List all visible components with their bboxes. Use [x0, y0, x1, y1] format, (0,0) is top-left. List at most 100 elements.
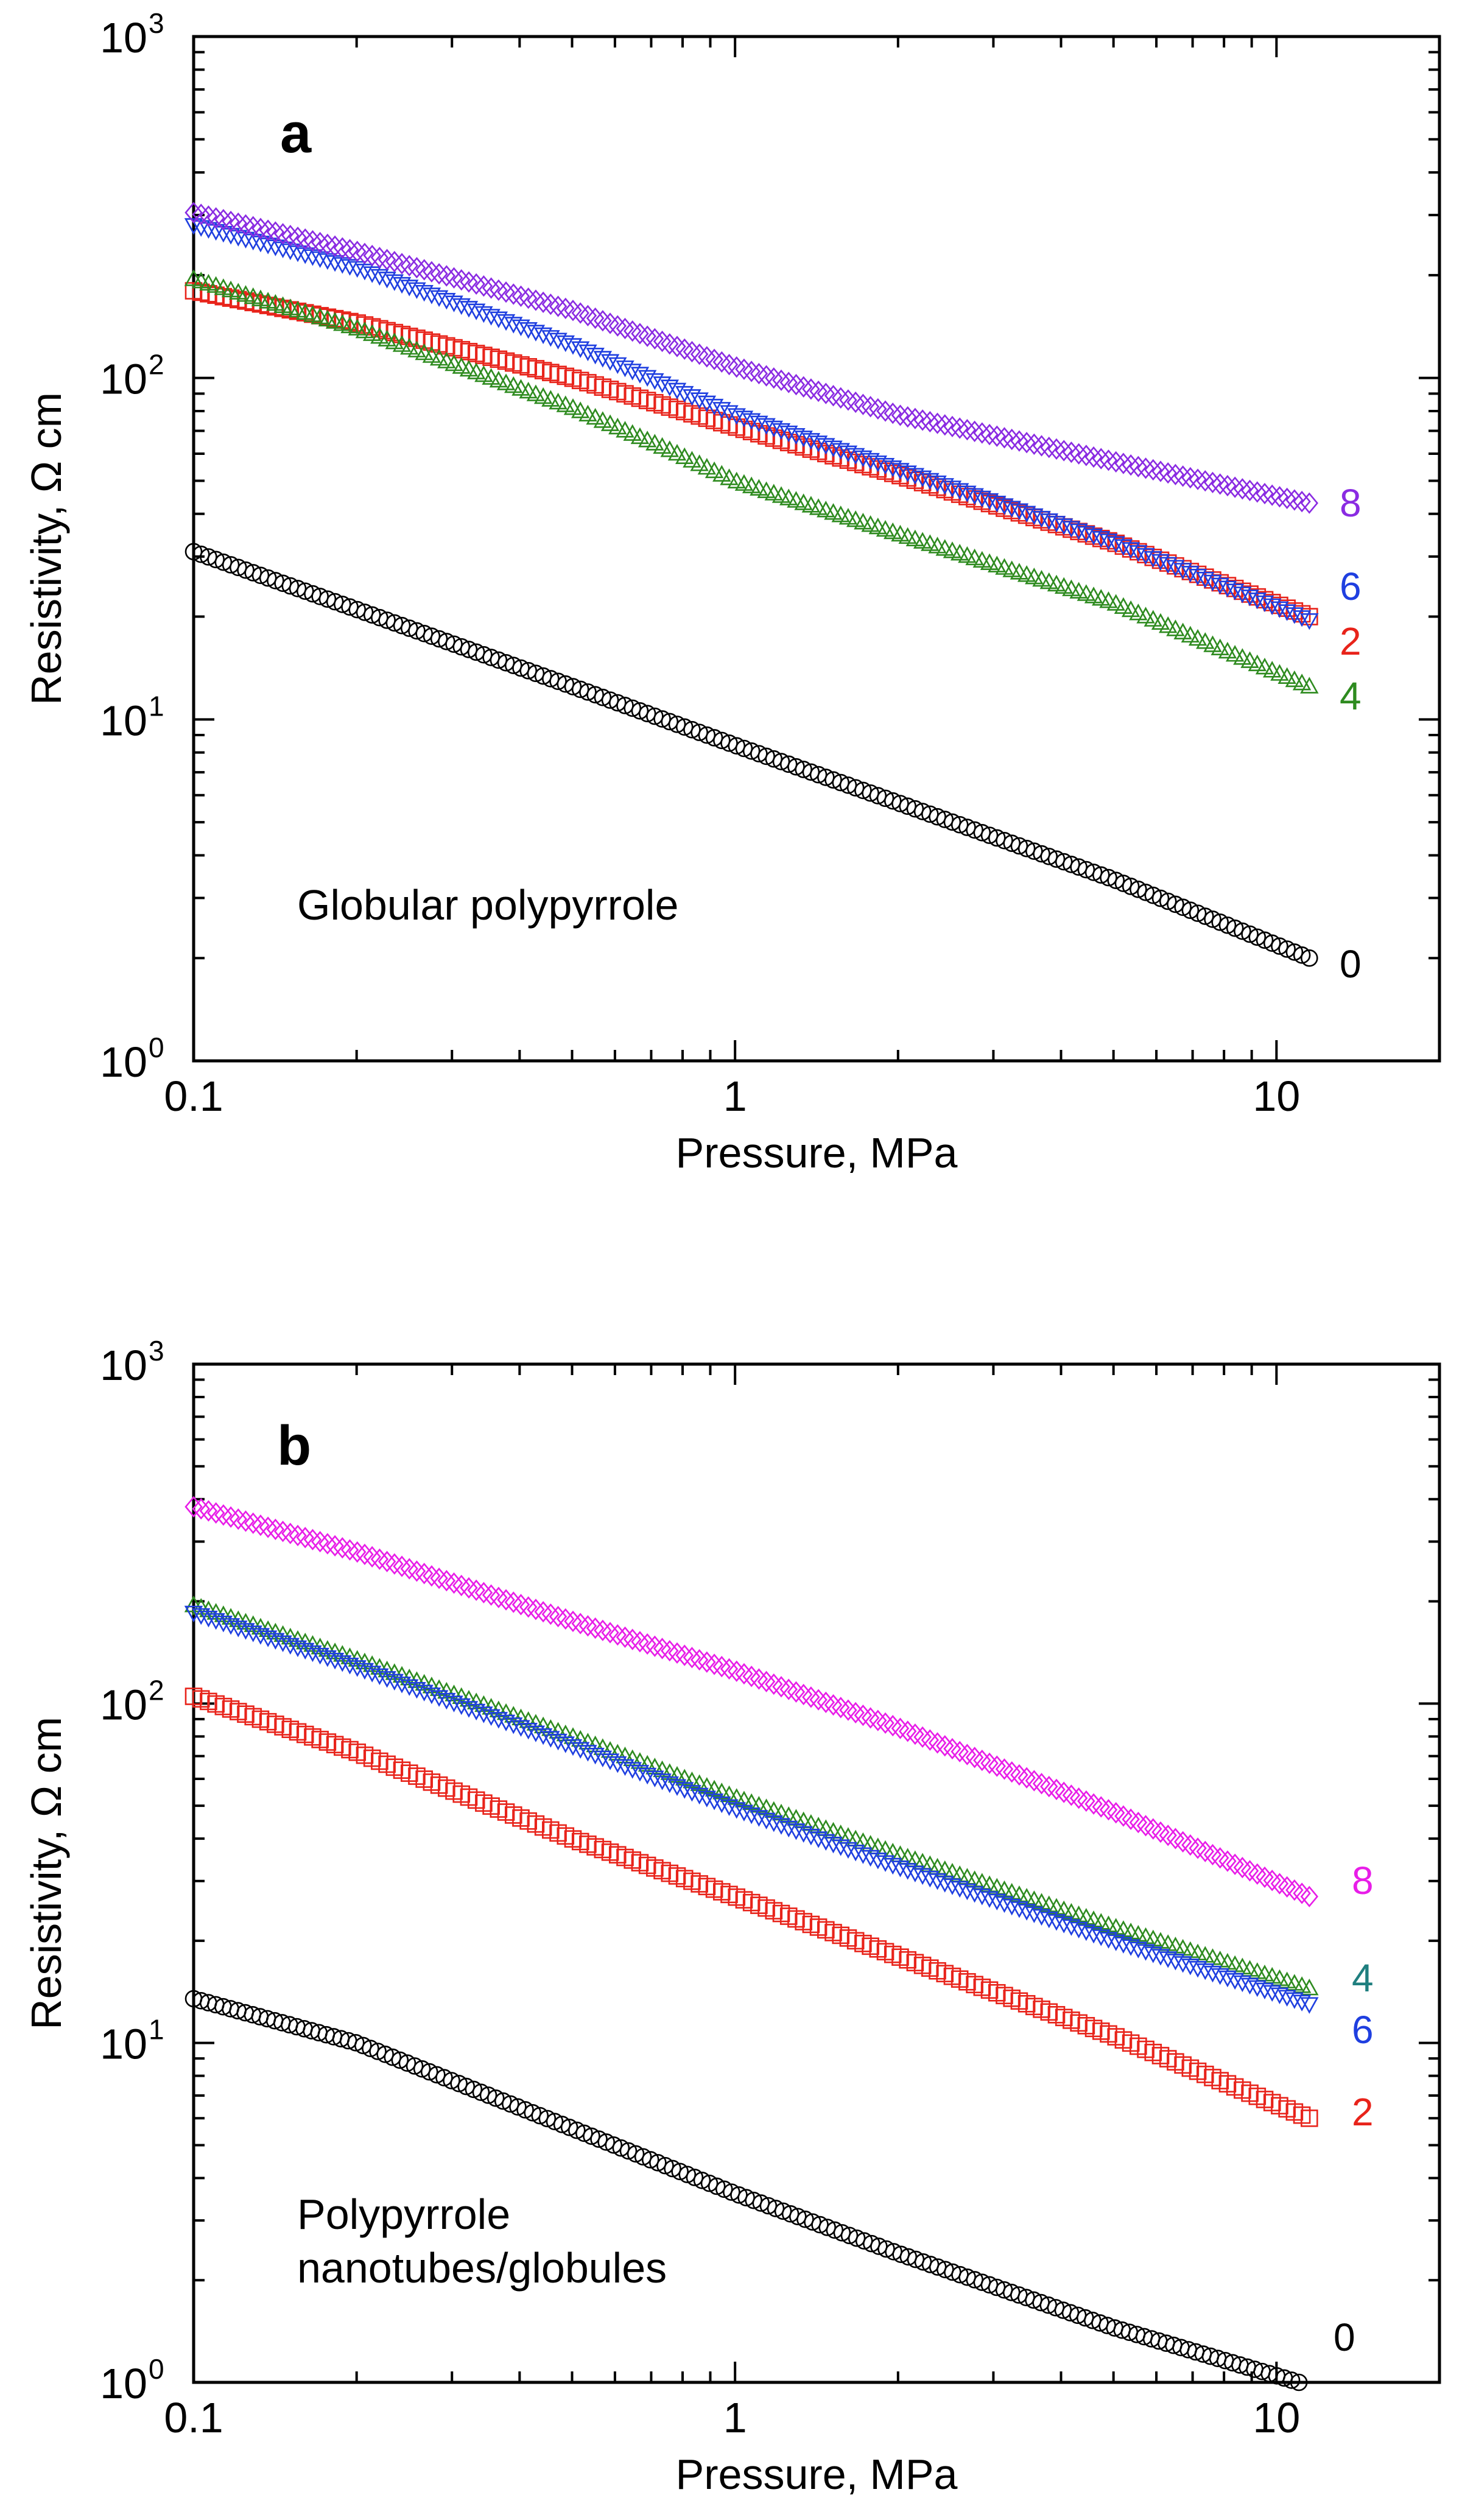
- data-point: [723, 2183, 740, 2201]
- data-point: [720, 1658, 739, 1680]
- data-point: [1240, 1860, 1259, 1882]
- data-point: [1069, 523, 1088, 540]
- data-point: [697, 457, 717, 475]
- data-point: [631, 1631, 649, 1653]
- data-point: [712, 1656, 731, 1678]
- data-point: [457, 2077, 476, 2096]
- curve-label-8: 8: [1352, 1859, 1374, 1902]
- data-point: [656, 2156, 674, 2175]
- data-point: [526, 384, 546, 401]
- data-point: [831, 443, 850, 460]
- data-point: [445, 1695, 463, 1712]
- data-point: [839, 776, 857, 794]
- data-point: [423, 261, 441, 283]
- data-point: [1025, 842, 1043, 860]
- data-point: [474, 306, 493, 323]
- y-tick-exponent: 0: [149, 1032, 164, 1063]
- data-point: [273, 1635, 292, 1652]
- data-point: [1292, 674, 1312, 691]
- data-point: [1092, 1929, 1111, 1946]
- data-point: [1017, 1904, 1036, 1921]
- data-point: [1181, 625, 1200, 643]
- data-point: [884, 402, 902, 424]
- data-point: [1136, 1944, 1155, 1961]
- data-point: [801, 433, 821, 450]
- data-point: [303, 1645, 322, 1663]
- data-point: [757, 418, 776, 435]
- data-point: [489, 370, 508, 388]
- data-point: [415, 1563, 434, 1585]
- data-point: [1136, 457, 1155, 479]
- data-point: [794, 1826, 813, 1843]
- data-point: [720, 734, 738, 752]
- data-point: [683, 1771, 701, 1789]
- data-point: [1203, 635, 1222, 652]
- data-point: [801, 1828, 821, 1846]
- data-point: [1301, 949, 1318, 967]
- data-point: [346, 2033, 365, 2052]
- data-point: [1301, 2110, 1318, 2127]
- data-point: [838, 445, 858, 462]
- data-point: [526, 1725, 546, 1742]
- data-point: [765, 367, 783, 389]
- data-point: [921, 410, 940, 433]
- data-point: [1225, 583, 1245, 600]
- data-point: [802, 763, 820, 781]
- data-point: [742, 742, 761, 760]
- data-point: [348, 319, 367, 336]
- data-point: [1151, 460, 1170, 482]
- data-point: [400, 255, 418, 276]
- data-point: [690, 392, 709, 409]
- x-tick-label: 1: [723, 1072, 747, 1120]
- data-point: [646, 707, 664, 725]
- data-point: [661, 713, 679, 731]
- data-point: [482, 368, 501, 385]
- data-point: [1032, 1909, 1051, 1926]
- x-tick-label: 1: [723, 2394, 747, 2441]
- data-point: [653, 710, 671, 728]
- data-point: [207, 551, 225, 569]
- data-point: [244, 564, 262, 582]
- data-point: [720, 353, 739, 376]
- data-point: [697, 395, 717, 412]
- data-point: [1248, 928, 1267, 946]
- data-point: [876, 1855, 895, 1872]
- data-point: [913, 470, 932, 488]
- data-point: [660, 1763, 679, 1780]
- data-point: [1226, 476, 1244, 498]
- data-point: [296, 1642, 315, 1660]
- data-point: [443, 2072, 460, 2089]
- data-point: [511, 379, 530, 396]
- data-point: [1077, 445, 1095, 466]
- data-point: [921, 805, 939, 823]
- data-point: [671, 2163, 689, 2181]
- data-point: [385, 614, 404, 632]
- data-point: [340, 239, 359, 261]
- data-point: [1032, 435, 1051, 457]
- data-point: [413, 2060, 431, 2078]
- data-point: [355, 1663, 374, 1680]
- data-point: [1130, 881, 1147, 898]
- data-point: [393, 253, 411, 275]
- data-point: [586, 686, 604, 704]
- data-point: [675, 338, 694, 360]
- data-point: [678, 2166, 697, 2183]
- data-point: [913, 803, 932, 820]
- data-point: [869, 787, 887, 804]
- data-point: [1114, 597, 1133, 614]
- data-point: [906, 407, 924, 429]
- data-point: [560, 2118, 578, 2136]
- data-point: [378, 1550, 396, 1572]
- data-point: [1189, 904, 1207, 922]
- data-point: [400, 337, 419, 355]
- data-point: [1144, 1818, 1162, 1840]
- data-point: [583, 2127, 600, 2145]
- data-point: [400, 1679, 419, 1696]
- data-point: [229, 558, 247, 577]
- data-point: [1263, 598, 1282, 616]
- data-point: [708, 2177, 726, 2195]
- data-point: [407, 1560, 426, 1582]
- data-point: [675, 447, 694, 465]
- data-point: [787, 758, 805, 776]
- data-point: [184, 543, 203, 561]
